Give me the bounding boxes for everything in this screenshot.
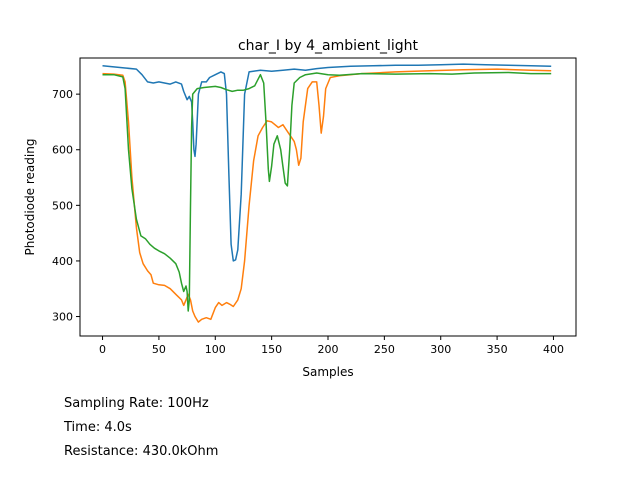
x-tick-label: 50 [152,343,166,356]
series-line-1 [102,63,552,262]
x-tick-label: 100 [205,343,226,356]
x-tick-label: 300 [430,343,451,356]
y-axis: 300 400 500 600 700 [52,88,80,324]
y-tick-label: 300 [52,311,73,324]
y-tick-label: 600 [52,144,73,157]
x-axis: 0 50 100 150 200 250 300 350 400 [99,336,564,356]
chart-title: char_I by 4_ambient_light [238,38,419,54]
x-tick-label: 150 [261,343,282,356]
x-tick-label: 350 [487,343,508,356]
x-tick-label: 0 [99,343,106,356]
time-text: Time: 4.0s [64,420,132,435]
x-tick-label: 250 [374,343,395,356]
plot-area [80,58,576,336]
series-layer [102,63,552,323]
x-axis-label: Samples [302,365,353,379]
resistance-text: Resistance: 430.0kOhm [64,444,219,459]
x-tick-label: 200 [318,343,339,356]
series-line-2 [102,68,552,323]
x-tick-label: 400 [543,343,564,356]
y-tick-label: 700 [52,88,73,101]
sampling-rate-text: Sampling Rate: 100Hz [64,396,209,411]
series-line-3 [102,71,552,312]
y-axis-label: Photodiode reading [23,139,37,256]
y-tick-label: 500 [52,199,73,212]
y-tick-label: 400 [52,255,73,268]
